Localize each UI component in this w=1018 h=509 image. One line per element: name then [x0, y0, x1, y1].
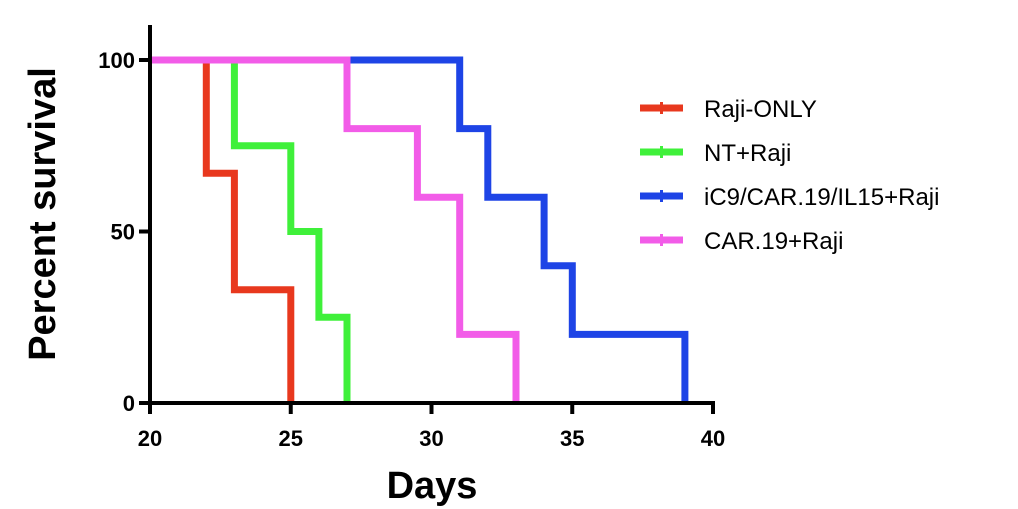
x-tick-label: 25: [279, 426, 303, 451]
x-tick-label: 35: [560, 426, 584, 451]
legend-label-2: iC9/CAR.19/IL15+Raji: [704, 184, 939, 211]
axis-layer: 20 25 30 35 40 0 50 100: [98, 25, 725, 451]
legend-label-3: CAR.19+Raji: [704, 228, 843, 255]
legend-label-0: Raji-ONLY: [704, 96, 817, 123]
x-tick-label: 20: [138, 426, 162, 451]
series-layer: [150, 56, 689, 403]
legend-label-1: NT+Raji: [704, 140, 791, 167]
y-tick-label: 0: [123, 391, 135, 416]
y-tick-label: 50: [111, 220, 135, 245]
y-axis-title: Percent survival: [22, 67, 64, 361]
series-line-0: [150, 56, 295, 403]
y-tick-label: 100: [98, 48, 135, 73]
x-axis-title: Days: [387, 465, 478, 507]
series-line-1: [150, 56, 351, 403]
series-line-3: [150, 56, 520, 403]
series-line-2: [150, 56, 689, 403]
legend: Raji-ONLY NT+Raji iC9/CAR.19/IL15+Raji CAR.…: [640, 96, 939, 255]
x-tick-label: 30: [419, 426, 443, 451]
x-tick-label: 40: [701, 426, 725, 451]
